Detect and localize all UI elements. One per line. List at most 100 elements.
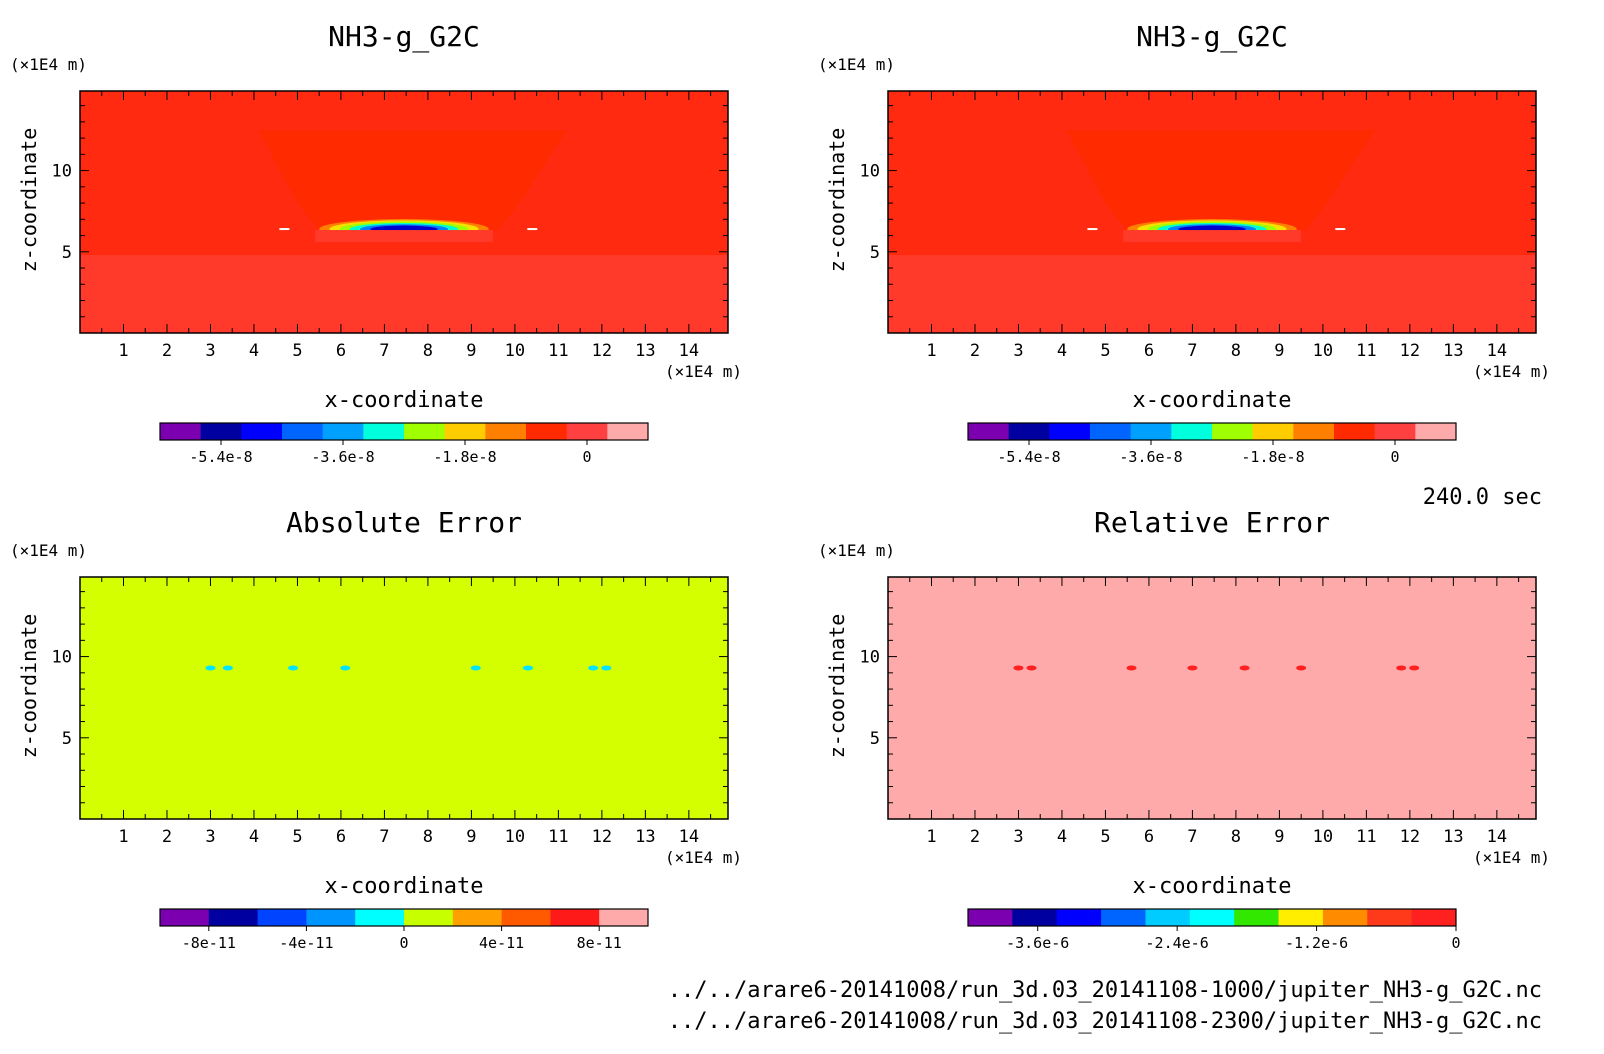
error-spot (1239, 665, 1250, 671)
error-spot (522, 665, 533, 671)
x-tick-label: 13 (635, 341, 655, 361)
x-axis-label: x-coordinate (325, 388, 484, 413)
x-tick-label: 11 (548, 827, 568, 847)
x-tick-label: 11 (1356, 827, 1376, 847)
panel-title: Absolute Error (286, 506, 522, 539)
y-unit-label: (×1E4 m) (10, 541, 87, 560)
x-tick-label: 3 (1013, 827, 1023, 847)
z-tick-label: 5 (870, 729, 880, 749)
plume-funnel (258, 129, 568, 231)
colorbar-tick-label: 0 (1451, 934, 1460, 952)
x-tick-label: 9 (1274, 827, 1284, 847)
x-tick-label: 6 (336, 341, 346, 361)
x-tick-label: 9 (466, 341, 476, 361)
x-tick-label: 1 (118, 827, 128, 847)
x-tick-label: 4 (1057, 341, 1067, 361)
x-tick-label: 13 (1443, 341, 1463, 361)
x-tick-label: 10 (1313, 341, 1333, 361)
x-unit-label: (×1E4 m) (1473, 362, 1550, 381)
colorbar-tick-label: -3.6e-6 (1006, 934, 1069, 952)
colorbar-swatch (241, 423, 283, 440)
colorbar-swatch (160, 909, 210, 926)
error-spot (588, 665, 599, 671)
error-spot (1187, 665, 1198, 671)
x-tick-label: 5 (292, 827, 302, 847)
panel-1: NH3-g_G2C(×1E4 m)1 2 3 4 5 6 7 8 9 10 11 12 13 14510(… (10, 20, 742, 466)
colorbar-swatch (550, 909, 600, 926)
error-spot (1396, 665, 1407, 671)
colorbar-swatch (257, 909, 307, 926)
file-path: ../../arare6-20141008/run_3d.03_20141108… (668, 1009, 1542, 1034)
y-unit-label: (×1E4 m) (10, 55, 87, 74)
colorbar-tick-label: -2.4e-6 (1146, 934, 1209, 952)
x-tick-label: 14 (1487, 341, 1507, 361)
error-spot (601, 665, 612, 671)
colorbar-swatch (968, 909, 1013, 926)
x-tick-label: 12 (592, 341, 612, 361)
x-unit-label: (×1E4 m) (665, 848, 742, 867)
plot-area (80, 91, 728, 333)
panel-title: NH3-g_G2C (1136, 20, 1288, 54)
x-tick-label: 8 (1231, 341, 1241, 361)
error-spot (340, 665, 351, 671)
plume-funnel (1066, 129, 1376, 231)
z-axis-label: z-coordinate (17, 614, 41, 759)
x-tick-label: 1 (118, 341, 128, 361)
x-tick-label: 5 (1100, 827, 1110, 847)
colorbar-tick-label: -4e-11 (279, 934, 333, 952)
x-tick-label: 1 (926, 827, 936, 847)
colorbar-swatch (1145, 909, 1191, 926)
x-tick-label: 8 (1231, 827, 1241, 847)
z-tick-label: 5 (870, 243, 880, 263)
z-tick-label: 10 (52, 162, 72, 182)
file-path: ../../arare6-20141008/run_3d.03_20141108… (668, 978, 1542, 1003)
x-tick-label: 14 (679, 827, 699, 847)
colorbar-swatch (1234, 909, 1280, 926)
colorbar-swatch (1101, 909, 1146, 926)
z-axis-label: z-coordinate (825, 128, 849, 273)
z-tick-label: 10 (52, 648, 72, 668)
x-axis-label: x-coordinate (325, 874, 484, 899)
z-tick-label: 5 (62, 243, 72, 263)
colorbar-tick-label: -1.8e-8 (1241, 448, 1304, 466)
panel-2: NH3-g_G2C(×1E4 m)1 2 3 4 5 6 7 8 9 10 11 12 13 14510(… (818, 20, 1550, 466)
x-tick-label: 10 (505, 341, 525, 361)
error-spot (1013, 665, 1024, 671)
plot-frame (79, 576, 729, 820)
error-spot (205, 665, 216, 671)
colorbar-swatch (1056, 909, 1102, 926)
colorbar-swatch (1171, 423, 1213, 440)
z-axis-label: z-coordinate (17, 128, 41, 273)
x-tick-label: 12 (1400, 341, 1420, 361)
colorbar-tick-label: 0 (582, 448, 591, 466)
x-tick-label: 12 (1400, 827, 1420, 847)
field-background (888, 577, 1536, 819)
z-axis-label: z-coordinate (825, 614, 849, 759)
x-tick-label: 6 (1144, 827, 1154, 847)
error-spot (1026, 665, 1037, 671)
colorbar-swatch (200, 423, 242, 440)
colorbar-tick-label: 0 (1390, 448, 1399, 466)
core-mask (315, 230, 493, 243)
x-tick-label: 3 (205, 341, 215, 361)
x-axis-label: x-coordinate (1133, 388, 1292, 413)
core-mask (1123, 230, 1301, 243)
colorbar-swatch (452, 909, 503, 926)
colorbar-swatch (322, 423, 364, 440)
colorbar-swatch (1415, 423, 1457, 440)
x-tick-label: 8 (423, 827, 433, 847)
colorbar-frame (159, 422, 649, 441)
x-tick-label: 14 (679, 341, 699, 361)
plot-frame (79, 90, 729, 334)
error-spot (470, 665, 481, 671)
x-tick-label: 10 (505, 827, 525, 847)
x-unit-label: (×1E4 m) (665, 362, 742, 381)
colorbar-swatch (1411, 909, 1457, 926)
colorbar-swatch (607, 423, 649, 440)
colorbar-swatch (566, 423, 608, 440)
z-tick-label: 10 (860, 162, 880, 182)
x-tick-label: 10 (1313, 827, 1333, 847)
x-unit-label: (×1E4 m) (1473, 848, 1550, 867)
colorbar-swatch (1012, 909, 1058, 926)
